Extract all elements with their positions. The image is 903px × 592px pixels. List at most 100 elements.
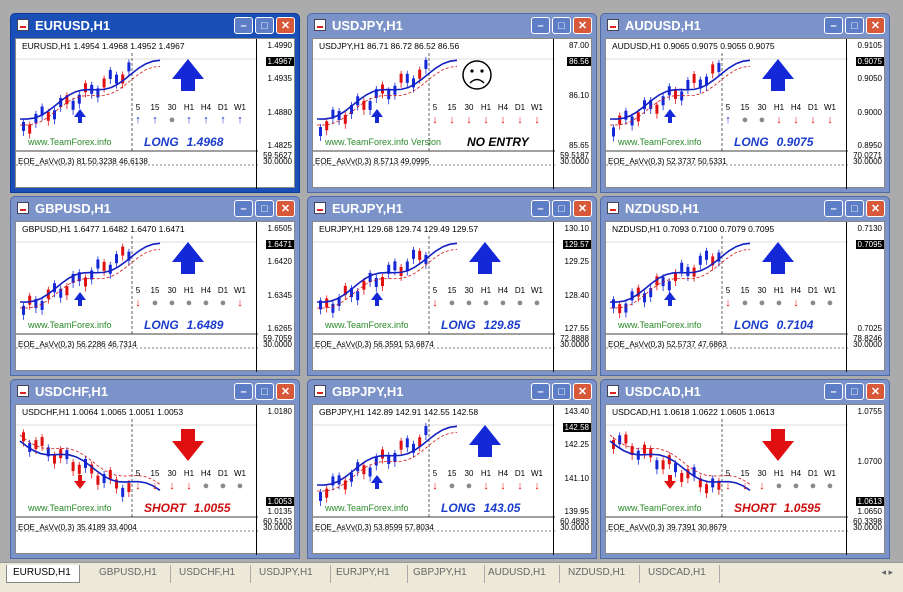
chart-window[interactable]: GBPJPY,H1 – □ ✕ GBPJPY,H1 142.89 142.91 142.…	[307, 379, 597, 559]
price-axis[interactable]: 0.9105 0.9050 0.9000 0.8950 0.9075 70.0271 30.…	[846, 39, 884, 189]
time-axis-label: 27 Nov 17:00	[380, 557, 434, 558]
candle-body	[374, 88, 378, 98]
window-titlebar[interactable]: EURUSD,H1 – □ ✕	[11, 14, 299, 36]
maximize-button[interactable]: □	[845, 200, 864, 217]
price-chart[interactable]: GBPUSD,H1 1.6477 1.6482 1.6470 1.6471 1.6…	[15, 221, 295, 375]
minimize-button[interactable]: –	[531, 200, 550, 217]
minimize-button[interactable]: –	[531, 383, 550, 400]
window-titlebar[interactable]: USDCAD,H1 – □ ✕	[601, 380, 889, 402]
chart-tab[interactable]: EURJPY,H1	[330, 565, 408, 583]
price-axis-label: 1.0700	[857, 457, 882, 466]
chart-tab[interactable]: EURUSD,H1	[6, 565, 80, 583]
window-title: USDCAD,H1	[625, 383, 701, 399]
close-button[interactable]: ✕	[276, 200, 295, 217]
timeframe-label: H4	[790, 286, 802, 295]
maximize-button[interactable]: □	[552, 383, 571, 400]
chart-tab[interactable]: USDCAD,H1	[642, 565, 720, 583]
minimize-button[interactable]: –	[824, 17, 843, 34]
maximize-button[interactable]: □	[255, 383, 274, 400]
time-axis-label: 27 Nov 2009	[612, 557, 663, 558]
chart-tab[interactable]: USDJPY,H1	[253, 565, 331, 583]
timeframe-label: D1	[807, 286, 819, 295]
price-chart[interactable]: USDCHF,H1 1.0064 1.0065 1.0051 1.0053 1.0…	[15, 404, 295, 558]
candle-body	[612, 299, 615, 309]
chart-tab[interactable]: GBPUSD,H1	[93, 565, 171, 583]
close-button[interactable]: ✕	[866, 383, 885, 400]
big-up-arrow-icon	[762, 59, 794, 91]
window-titlebar[interactable]: USDJPY,H1 – □ ✕	[308, 14, 596, 36]
window-titlebar[interactable]: GBPJPY,H1 – □ ✕	[308, 380, 596, 402]
chart-window[interactable]: USDJPY,H1 – □ ✕ USDJPY,H1 86.71 86.72 86.52 …	[307, 13, 597, 193]
window-titlebar[interactable]: EURJPY,H1 – □ ✕	[308, 197, 596, 219]
price-axis[interactable]: 1.6505 1.6420 1.6345 1.6265 1.6471 59.7059 30.…	[256, 222, 294, 372]
price-chart[interactable]: USDCAD,H1 1.0618 1.0622 1.0605 1.0613 1.0…	[605, 404, 885, 558]
close-button[interactable]: ✕	[573, 200, 592, 217]
minimize-button[interactable]: –	[234, 383, 253, 400]
candle-body	[705, 250, 708, 260]
maximize-button[interactable]: □	[552, 17, 571, 34]
tab-scroll-arrows[interactable]: ◂ ▸	[881, 567, 893, 577]
close-button[interactable]: ✕	[276, 383, 295, 400]
candle-body	[343, 285, 347, 295]
chart-tab[interactable]: NZDUSD,H1	[562, 565, 640, 583]
window-title: AUDUSD,H1	[625, 17, 701, 33]
minimize-button[interactable]: –	[824, 200, 843, 217]
signal-down-arrow-icon: ↓	[152, 480, 158, 492]
signal-neutral-dot-icon: ●	[185, 297, 193, 309]
price-axis[interactable]: 1.4990 1.4935 1.4880 1.4825 1.4967 59.5627 30.…	[256, 39, 294, 189]
close-button[interactable]: ✕	[276, 17, 295, 34]
verdict-label: LONG	[734, 135, 769, 149]
entry-up-arrow-icon	[74, 292, 86, 306]
chart-tab[interactable]: USDCHF,H1	[173, 565, 251, 583]
chart-window[interactable]: USDCAD,H1 – □ ✕ USDCAD,H1 1.0618 1.0622 1.06…	[600, 379, 890, 559]
price-axis-label: 86.10	[568, 91, 589, 100]
price-axis[interactable]: 1.0755 1.0700 1.0650 1.0613 60.3398 30.0000	[846, 405, 884, 555]
price-chart[interactable]: NZDUSD,H1 0.7093 0.7100 0.7079 0.7095 0.7…	[605, 221, 885, 375]
close-button[interactable]: ✕	[573, 17, 592, 34]
price-chart[interactable]: AUDUSD,H1 0.9065 0.9075 0.9055 0.9075 0.9…	[605, 38, 885, 192]
maximize-button[interactable]: □	[255, 200, 274, 217]
candle-body	[630, 291, 634, 301]
price-axis[interactable]: 130.10 129.25 128.40 127.55 129.57 72.8888 30.…	[553, 222, 591, 372]
close-button[interactable]: ✕	[573, 383, 592, 400]
price-chart[interactable]: GBPJPY,H1 142.89 142.91 142.55 142.58 143…	[312, 404, 592, 558]
window-titlebar[interactable]: NZDUSD,H1 – □ ✕	[601, 197, 889, 219]
chart-window[interactable]: GBPUSD,H1 – □ ✕ GBPUSD,H1 1.6477 1.6482 1.64…	[10, 196, 300, 376]
verdict-price: 1.0055	[193, 501, 231, 515]
minimize-button[interactable]: –	[234, 17, 253, 34]
timeframe-label: W1	[531, 286, 543, 295]
timeframe-label: 15	[740, 469, 750, 478]
chart-window[interactable]: USDCHF,H1 – □ ✕ USDCHF,H1 1.0064 1.0065 1.00…	[10, 379, 300, 559]
chart-window[interactable]: NZDUSD,H1 – □ ✕ NZDUSD,H1 0.7093 0.7100 0.70…	[600, 196, 890, 376]
timeframe-label: H1	[773, 286, 785, 295]
window-titlebar[interactable]: GBPUSD,H1 – □ ✕	[11, 197, 299, 219]
price-chart[interactable]: USDJPY,H1 86.71 86.72 86.52 86.56 87.00 86…	[312, 38, 592, 192]
maximize-button[interactable]: □	[255, 17, 274, 34]
price-axis-label: 1.0135	[267, 507, 292, 516]
maximize-button[interactable]: □	[552, 200, 571, 217]
candle-body	[643, 100, 646, 110]
window-titlebar[interactable]: AUDUSD,H1 – □ ✕	[601, 14, 889, 36]
indicator-label: EOE_AsVv(0,3) 53.8599 57.8034	[315, 523, 434, 532]
minimize-button[interactable]: –	[824, 383, 843, 400]
price-axis[interactable]: 143.40 142.25 141.10 139.95 142.58 60.4893 30.…	[553, 405, 591, 555]
price-axis[interactable]: 1.0180 1.0135 1.0053 60.5103 30.0000	[256, 405, 294, 555]
price-axis[interactable]: 87.00 86.10 85.65 86.56 59.5187 30.0000	[553, 39, 591, 189]
close-button[interactable]: ✕	[866, 200, 885, 217]
maximize-button[interactable]: □	[845, 17, 864, 34]
minimize-button[interactable]: –	[531, 17, 550, 34]
candle-body	[53, 283, 56, 293]
close-button[interactable]: ✕	[866, 17, 885, 34]
chart-tab[interactable]: GBPJPY,H1	[407, 565, 485, 583]
price-chart[interactable]: EURUSD,H1 1.4954 1.4968 1.4952 1.4967 1.4…	[15, 38, 295, 192]
minimize-button[interactable]: –	[234, 200, 253, 217]
chart-window[interactable]: EURUSD,H1 – □ ✕ EURUSD,H1 1.4954 1.4968 1.49…	[10, 13, 300, 193]
signal-down-arrow-icon: ↓	[135, 480, 141, 492]
chart-window[interactable]: AUDUSD,H1 – □ ✕ AUDUSD,H1 0.9065 0.9075 0.90…	[600, 13, 890, 193]
chart-window[interactable]: EURJPY,H1 – □ ✕ EURJPY,H1 129.68 129.74 129.…	[307, 196, 597, 376]
window-titlebar[interactable]: USDCHF,H1 – □ ✕	[11, 380, 299, 402]
price-chart[interactable]: EURJPY,H1 129.68 129.74 129.49 129.57 130…	[312, 221, 592, 375]
chart-tab[interactable]: AUDUSD,H1	[482, 565, 560, 583]
maximize-button[interactable]: □	[845, 383, 864, 400]
price-axis[interactable]: 0.7130 0.7025 0.7095 78.8246 30.0000	[846, 222, 884, 372]
